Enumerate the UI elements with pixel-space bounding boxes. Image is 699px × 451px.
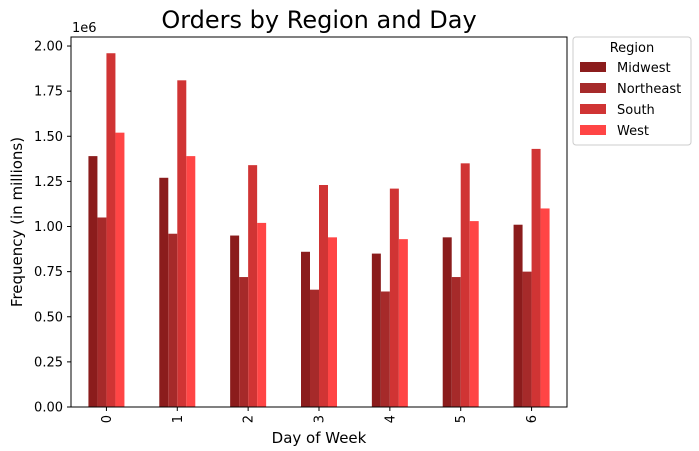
bar-south-day-2 [248, 165, 258, 407]
y-tick-label: 1.00 [34, 220, 63, 235]
x-tick-label: 0 [100, 415, 115, 423]
bars-group [88, 53, 550, 408]
x-axis-label: Day of Week [272, 429, 367, 447]
y-axis-label: Frequency (in millions) [8, 137, 26, 307]
y-tick-label: 2.00 [34, 40, 63, 55]
legend-swatch-midwest [580, 62, 606, 72]
y-axis-offset-label: 1e6 [72, 21, 97, 36]
chart-title: Orders by Region and Day [161, 6, 476, 34]
bar-midwest-day-6 [513, 224, 523, 407]
bar-northeast-day-2 [239, 277, 249, 407]
x-tick-label: 5 [454, 415, 469, 423]
y-tick-label: 0.25 [34, 355, 63, 370]
y-tick-label: 1.75 [34, 85, 63, 100]
bar-west-day-0 [115, 132, 125, 407]
legend-label-west: West [617, 124, 649, 139]
legend-swatch-south [580, 104, 606, 114]
bar-south-day-6 [531, 148, 541, 407]
legend-swatch-west [580, 125, 606, 135]
bar-midwest-day-0 [88, 156, 98, 407]
legend-label-northeast: Northeast [617, 82, 681, 97]
bar-west-day-3 [328, 237, 337, 407]
bar-northeast-day-4 [380, 291, 390, 407]
legend-title: Region [610, 41, 655, 56]
plot-frame [70, 36, 568, 408]
legend: Region Midwest Northeast South West [572, 36, 692, 146]
x-tick-label: 6 [525, 415, 540, 423]
x-ticks-group: 0 1 2 3 4 5 6 [100, 407, 540, 423]
legend-items: Midwest Northeast South West [580, 61, 681, 139]
x-tick-label: 2 [242, 415, 257, 423]
legend-label-midwest: Midwest [617, 61, 671, 76]
y-tick-label: 0.75 [34, 265, 63, 280]
bar-midwest-day-3 [301, 251, 310, 407]
bar-south-day-1 [177, 80, 187, 407]
bar-south-day-0 [106, 53, 116, 408]
bar-south-day-5 [460, 163, 470, 407]
bar-northeast-day-3 [310, 289, 319, 407]
bar-south-day-3 [319, 185, 328, 407]
bar-midwest-day-2 [230, 235, 240, 407]
legend-label-south: South [617, 103, 655, 118]
x-tick-label: 1 [171, 415, 186, 423]
x-tick-label: 3 [313, 415, 328, 423]
y-tick-label: 1.50 [34, 130, 63, 145]
bar-northeast-day-5 [451, 277, 461, 407]
bar-northeast-day-1 [168, 233, 178, 407]
bar-northeast-day-6 [522, 271, 532, 407]
y-tick-label: 1.25 [34, 175, 63, 190]
bar-northeast-day-0 [97, 217, 107, 407]
legend-swatch-northeast [580, 83, 606, 93]
bar-west-day-6 [540, 208, 550, 407]
bar-west-day-2 [257, 222, 267, 407]
x-tick-label: 4 [383, 415, 398, 423]
y-tick-label: 0.00 [34, 401, 63, 416]
bar-midwest-day-1 [159, 177, 169, 407]
bar-south-day-4 [389, 188, 399, 407]
y-ticks-group: 0.00 0.25 0.50 0.75 1.00 1.25 1.50 1.75 2.00 [34, 40, 71, 416]
bar-midwest-day-5 [442, 237, 452, 407]
bar-midwest-day-4 [371, 253, 381, 407]
bar-west-day-1 [186, 156, 196, 407]
bar-west-day-4 [398, 239, 408, 407]
y-tick-label: 0.50 [34, 310, 63, 325]
bar-west-day-5 [469, 221, 479, 407]
